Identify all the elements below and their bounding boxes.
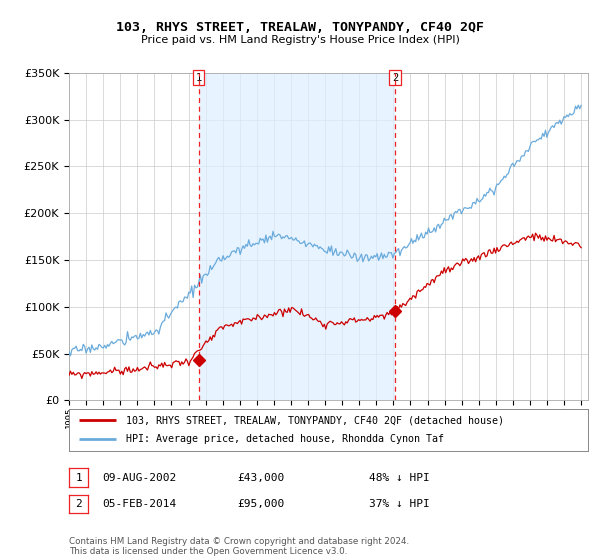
Text: 48% ↓ HPI: 48% ↓ HPI [369,473,430,483]
Text: HPI: Average price, detached house, Rhondda Cynon Taf: HPI: Average price, detached house, Rhon… [126,435,444,445]
Text: 09-AUG-2002: 09-AUG-2002 [102,473,176,483]
Text: 103, RHYS STREET, TREALAW, TONYPANDY, CF40 2QF (detached house): 103, RHYS STREET, TREALAW, TONYPANDY, CF… [126,415,504,425]
Text: 2: 2 [75,499,82,509]
Text: 37% ↓ HPI: 37% ↓ HPI [369,499,430,509]
Text: Price paid vs. HM Land Registry's House Price Index (HPI): Price paid vs. HM Land Registry's House … [140,35,460,45]
Text: 1: 1 [75,473,82,483]
Text: 103, RHYS STREET, TREALAW, TONYPANDY, CF40 2QF: 103, RHYS STREET, TREALAW, TONYPANDY, CF… [116,21,484,34]
Text: £43,000: £43,000 [237,473,284,483]
Text: 1: 1 [196,73,202,83]
Text: £95,000: £95,000 [237,499,284,509]
Text: 2: 2 [392,73,398,83]
Text: Contains HM Land Registry data © Crown copyright and database right 2024.: Contains HM Land Registry data © Crown c… [69,537,409,546]
Bar [199,73,395,400]
Text: This data is licensed under the Open Government Licence v3.0.: This data is licensed under the Open Gov… [69,547,347,556]
Text: 05-FEB-2014: 05-FEB-2014 [102,499,176,509]
